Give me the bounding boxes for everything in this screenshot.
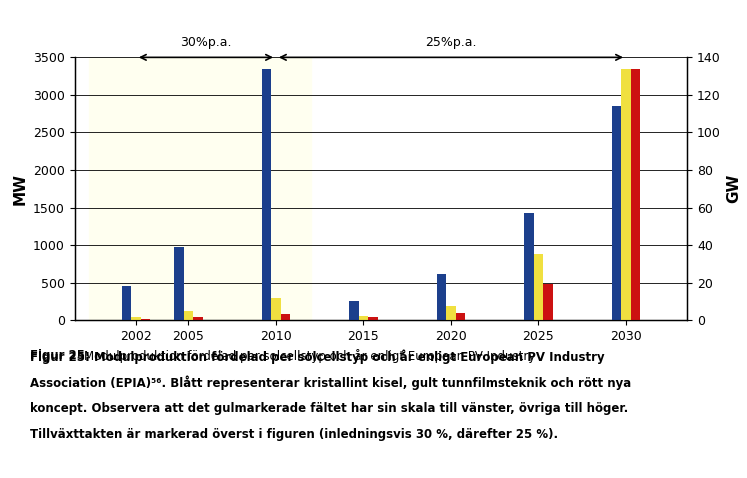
Text: 25%p.a.: 25%p.a. — [425, 36, 477, 50]
Text: Association (EPIA)⁵⁶. Blått representerar kristallint kisel, gult tunnfilmstekni: Association (EPIA)⁵⁶. Blått representera… — [30, 375, 631, 390]
Bar — [261, 69, 271, 320]
Bar — [456, 314, 465, 320]
Bar — [122, 286, 131, 320]
Bar — [446, 306, 456, 320]
Bar — [174, 248, 184, 320]
Bar — [281, 314, 291, 320]
Bar — [612, 106, 622, 320]
Bar — [543, 284, 553, 320]
Text: 30%p.a.: 30%p.a. — [180, 36, 232, 50]
Bar — [368, 317, 378, 320]
Text: Modulproduktion fördelad per solcellstyp och år enligt European PV Industry: Modulproduktion fördelad per solcellstyp… — [84, 349, 536, 363]
Bar — [622, 69, 630, 320]
Bar — [89, 57, 311, 320]
Bar — [630, 69, 640, 320]
Bar — [436, 274, 446, 320]
Text: koncept. Observera att det gulmarkerade fältet har sin skala till vänster, övrig: koncept. Observera att det gulmarkerade … — [30, 402, 628, 414]
Text: Tillväxttakten är markerad överst i figuren (inledningsvis 30 %, därefter 25 %).: Tillväxttakten är markerad överst i figu… — [30, 428, 558, 441]
Bar — [359, 316, 368, 320]
Bar — [524, 213, 533, 320]
Bar — [271, 298, 281, 320]
Text: Figur 25: Modulproduktion fördelad per solcellstyp och år enligt European PV Ind: Figur 25: Modulproduktion fördelad per s… — [30, 349, 604, 363]
Y-axis label: MW: MW — [13, 173, 28, 205]
Bar — [184, 311, 193, 320]
Bar — [140, 319, 150, 320]
Y-axis label: GW: GW — [726, 174, 741, 204]
Bar — [349, 302, 359, 320]
Bar — [533, 254, 543, 320]
Text: Figur 25:: Figur 25: — [30, 349, 94, 362]
Bar — [193, 317, 203, 320]
Bar — [131, 316, 140, 320]
